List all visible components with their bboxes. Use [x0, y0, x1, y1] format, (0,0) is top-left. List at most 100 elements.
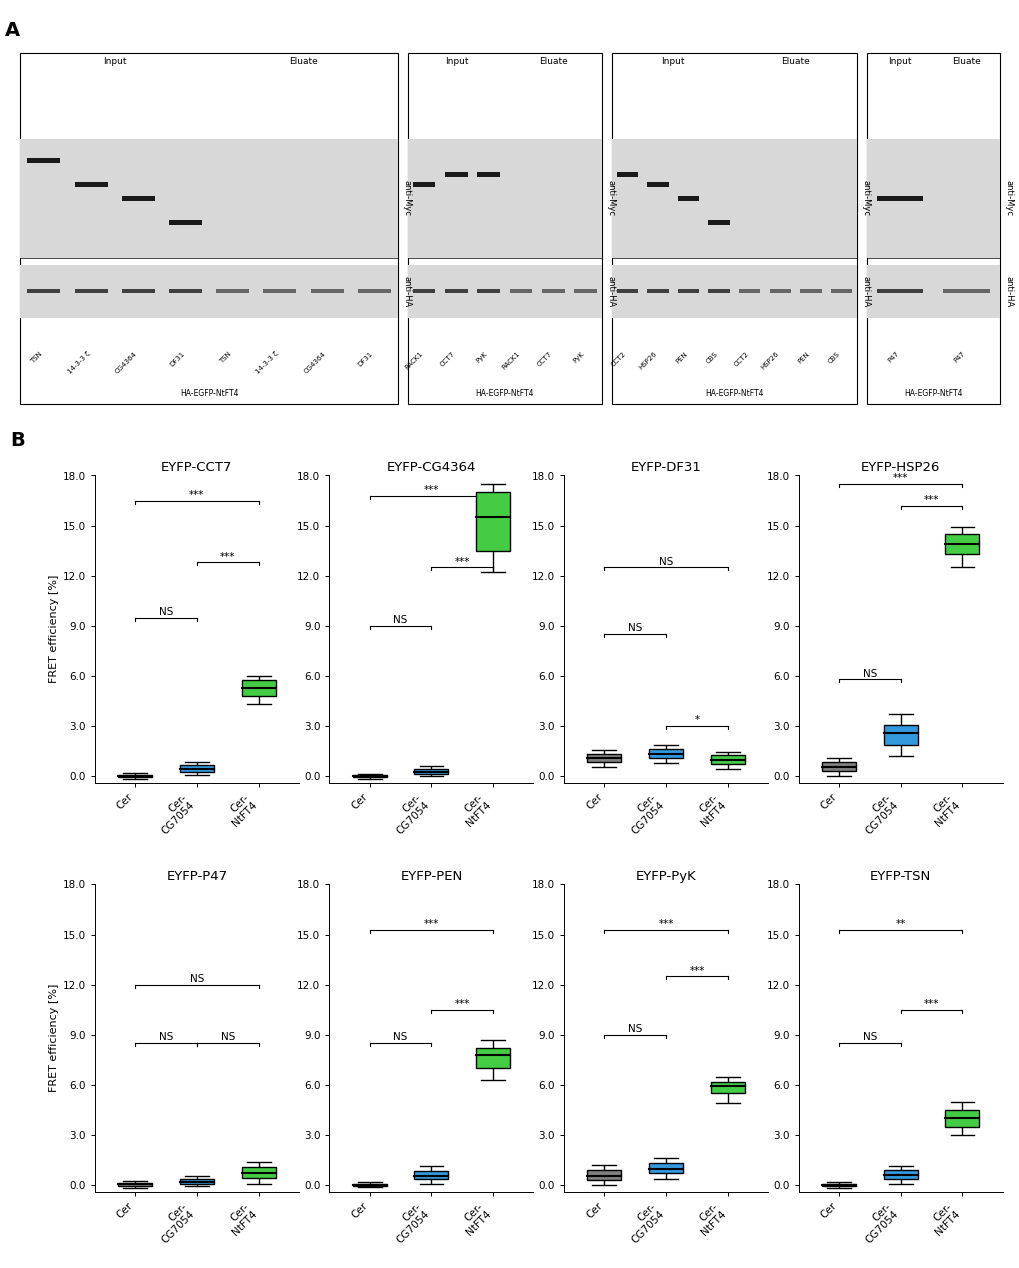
- Title: EYFP-DF31: EYFP-DF31: [630, 462, 701, 474]
- Bar: [358, 289, 390, 293]
- Bar: [882, 724, 917, 744]
- Text: NS: NS: [862, 668, 876, 678]
- Bar: [476, 1049, 510, 1068]
- Y-axis label: FRET efficiency [%]: FRET efficiency [%]: [49, 984, 58, 1092]
- Text: ***: ***: [189, 489, 205, 500]
- Text: CCT2: CCT2: [732, 350, 749, 368]
- Bar: [587, 753, 621, 762]
- Text: **: **: [895, 919, 905, 928]
- Bar: [118, 775, 152, 777]
- Bar: [615, 289, 638, 293]
- Bar: [20, 53, 397, 404]
- Bar: [353, 1184, 386, 1186]
- Bar: [179, 1179, 214, 1184]
- Text: TSN: TSN: [30, 350, 44, 364]
- Text: DF31: DF31: [168, 350, 185, 368]
- Text: PEN: PEN: [674, 350, 688, 364]
- Text: HA-EGFP-NtFT4: HA-EGFP-NtFT4: [475, 389, 534, 398]
- Bar: [414, 1170, 448, 1179]
- Text: B: B: [10, 431, 24, 450]
- Text: NS: NS: [658, 557, 673, 567]
- Text: NS: NS: [159, 606, 173, 616]
- Text: anti-Myc: anti-Myc: [606, 180, 615, 217]
- Text: ***: ***: [657, 919, 674, 928]
- Bar: [611, 53, 856, 404]
- Bar: [310, 289, 343, 293]
- Text: NS: NS: [393, 1032, 408, 1042]
- Bar: [121, 289, 155, 293]
- Text: anti-HA: anti-HA: [606, 276, 615, 307]
- Title: EYFP-PEN: EYFP-PEN: [399, 870, 463, 884]
- Text: Eluate: Eluate: [781, 57, 809, 66]
- Bar: [263, 289, 297, 293]
- Text: DF31: DF31: [357, 350, 374, 368]
- Bar: [615, 172, 638, 178]
- Bar: [710, 1082, 744, 1093]
- Bar: [876, 197, 922, 202]
- Bar: [242, 1167, 275, 1178]
- Text: TSN: TSN: [218, 350, 232, 364]
- Bar: [876, 289, 922, 293]
- Text: CBS: CBS: [704, 350, 718, 364]
- Text: RACK1: RACK1: [500, 350, 521, 370]
- Text: ***: ***: [689, 965, 704, 975]
- Bar: [800, 289, 821, 293]
- Text: P47: P47: [886, 350, 900, 364]
- Text: NS: NS: [190, 974, 204, 984]
- Text: Eluate: Eluate: [538, 57, 568, 66]
- Bar: [28, 157, 60, 164]
- Text: ***: ***: [454, 999, 470, 1009]
- Bar: [413, 181, 435, 186]
- Bar: [74, 181, 108, 186]
- Bar: [587, 1170, 621, 1181]
- Bar: [444, 289, 468, 293]
- Text: Eluate: Eluate: [951, 57, 980, 66]
- Text: ***: ***: [923, 495, 938, 505]
- Text: ***: ***: [892, 473, 908, 483]
- Text: NS: NS: [862, 1032, 876, 1042]
- Title: EYFP-P47: EYFP-P47: [166, 870, 227, 884]
- Text: ***: ***: [923, 999, 938, 1009]
- Bar: [179, 766, 214, 772]
- Bar: [353, 776, 386, 777]
- Bar: [648, 1163, 683, 1173]
- Bar: [408, 265, 601, 318]
- Bar: [821, 1184, 855, 1186]
- Text: PyK: PyK: [572, 350, 585, 364]
- Text: CCT7: CCT7: [439, 350, 457, 368]
- Bar: [866, 138, 999, 259]
- Bar: [20, 265, 397, 318]
- Bar: [408, 53, 601, 404]
- Text: HA-EGFP-NtFT4: HA-EGFP-NtFT4: [704, 389, 763, 398]
- Text: NS: NS: [393, 615, 408, 625]
- Bar: [216, 289, 249, 293]
- Title: EYFP-PyK: EYFP-PyK: [635, 870, 696, 884]
- Bar: [408, 138, 601, 259]
- Bar: [20, 138, 397, 259]
- Text: ***: ***: [423, 919, 439, 928]
- Title: EYFP-TSN: EYFP-TSN: [869, 870, 930, 884]
- Title: EYFP-CCT7: EYFP-CCT7: [161, 462, 232, 474]
- Bar: [74, 289, 108, 293]
- Bar: [866, 265, 999, 318]
- Bar: [477, 172, 499, 178]
- Text: NS: NS: [159, 1032, 173, 1042]
- Bar: [414, 770, 448, 775]
- Bar: [611, 138, 856, 259]
- Text: CG4364: CG4364: [114, 350, 139, 374]
- Text: Input: Input: [444, 57, 468, 66]
- Text: Input: Input: [660, 57, 685, 66]
- Bar: [541, 289, 565, 293]
- Bar: [830, 289, 852, 293]
- Text: P47: P47: [952, 350, 966, 364]
- Text: 14-3-3 ζ: 14-3-3 ζ: [255, 350, 279, 375]
- Bar: [476, 492, 510, 550]
- Text: HSP26: HSP26: [759, 350, 780, 370]
- Bar: [121, 197, 155, 202]
- Bar: [821, 762, 855, 771]
- Bar: [574, 289, 596, 293]
- Bar: [646, 181, 668, 186]
- Bar: [710, 756, 744, 763]
- Bar: [648, 748, 683, 758]
- Text: 14-3-3 ζ: 14-3-3 ζ: [66, 350, 91, 375]
